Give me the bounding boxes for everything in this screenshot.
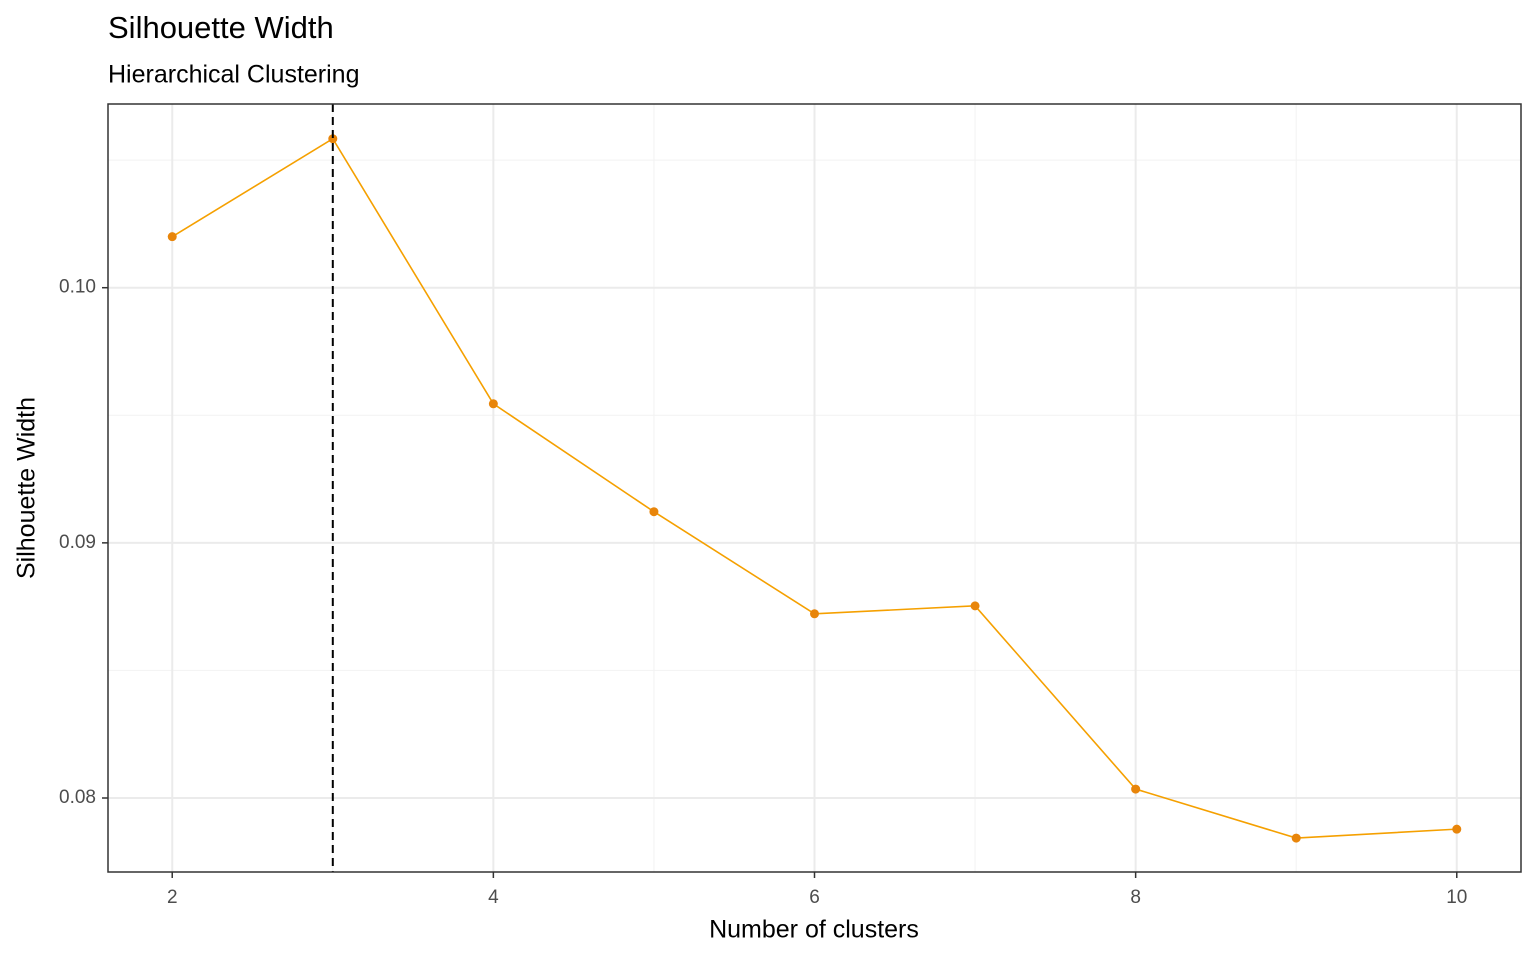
data-point xyxy=(1291,833,1301,843)
chart-subtitle: Hierarchical Clustering xyxy=(108,61,359,89)
data-point xyxy=(1452,824,1462,834)
chart-title: Silhouette Width xyxy=(108,10,334,45)
data-point xyxy=(1131,784,1141,794)
y-tick-label: 0.08 xyxy=(59,787,96,808)
x-tick-label: 8 xyxy=(1130,887,1141,908)
x-tick-label: 4 xyxy=(488,887,499,908)
y-axis-title: Silhouette Width xyxy=(13,397,41,579)
data-point xyxy=(167,232,177,242)
x-tick-label: 2 xyxy=(167,887,178,908)
x-tick-label: 6 xyxy=(809,887,820,908)
x-tick-label: 10 xyxy=(1446,887,1467,908)
data-point xyxy=(810,609,819,619)
panel-border xyxy=(107,103,1522,873)
data-point xyxy=(328,134,338,144)
y-tick-label: 0.09 xyxy=(59,532,96,553)
data-point xyxy=(649,507,659,517)
data-point xyxy=(970,601,980,611)
x-axis-title: Number of clusters xyxy=(709,916,919,944)
y-tick-label: 0.10 xyxy=(59,277,96,298)
data-point xyxy=(488,399,498,409)
